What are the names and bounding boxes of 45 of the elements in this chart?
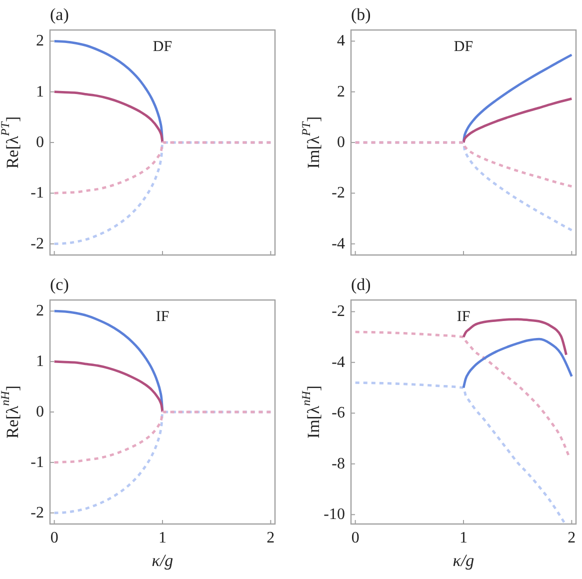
y-tick-label: -2 — [332, 184, 345, 202]
x-tick-label: 1 — [158, 529, 166, 546]
annotation: IF — [156, 309, 170, 325]
line-series — [53, 90, 164, 144]
annotation: DF — [454, 39, 474, 55]
line-series — [53, 141, 272, 194]
y-tick-label: -2 — [332, 303, 345, 320]
y-tick-label: 0 — [337, 134, 345, 151]
chart-title: (c) — [50, 275, 69, 294]
line-series — [354, 330, 570, 456]
y-tick-label: 2 — [36, 32, 44, 50]
y-tick-label: -2 — [30, 504, 44, 522]
y-tick-label: -4 — [332, 354, 345, 371]
y-tick-label: 4 — [337, 32, 345, 50]
line-series — [53, 410, 272, 464]
y-tick-label: 0 — [36, 404, 44, 420]
line-series — [53, 360, 164, 414]
y-tick-label: 2 — [36, 302, 44, 320]
y-tick-label: -2 — [30, 235, 44, 252]
x-tick-label: 0 — [50, 529, 58, 546]
y-tick-label: -1 — [30, 184, 44, 202]
x-axis-title: κ/g — [152, 551, 174, 570]
y-tick-label: -6 — [332, 404, 345, 422]
x-tick-label: 1 — [460, 529, 468, 546]
y-tick-label: 0 — [36, 134, 44, 151]
y-tick-label: -1 — [30, 454, 44, 471]
y-tick-label: -8 — [332, 455, 345, 472]
y-tick-label: -4 — [332, 235, 345, 252]
y-tick-label: -10 — [324, 506, 345, 524]
x-tick-label: 2 — [568, 529, 576, 546]
y-tick-label: 2 — [337, 83, 345, 100]
x-tick-label: 2 — [266, 529, 275, 546]
annotation: IF — [456, 309, 470, 325]
line-series — [354, 382, 566, 524]
annotation: DF — [152, 39, 172, 55]
x-tick-label: 0 — [351, 529, 360, 546]
y-tick-label: 1 — [36, 353, 44, 370]
chart-title: (b) — [351, 5, 371, 24]
chart-title: (d) — [351, 275, 371, 294]
chart-title: (a) — [50, 5, 69, 24]
x-axis-title: κ/g — [452, 551, 474, 570]
line-series — [462, 338, 573, 389]
line-series — [354, 141, 573, 188]
y-tick-label: 1 — [36, 83, 44, 100]
line-series — [462, 97, 573, 144]
